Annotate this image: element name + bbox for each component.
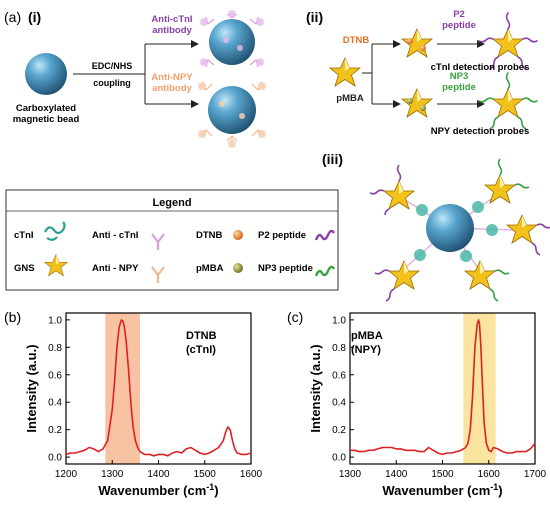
dtnb-label: DTNB [343,35,370,46]
np3-label-1: NP3 [450,71,468,82]
x-tick-label: 1300 [339,469,362,480]
anti-ctni-label-2: antibody [152,25,192,36]
y-tick-label: 1.0 [332,315,346,326]
anti-ctni-label-1: Anti-cTnI [151,14,192,25]
y-tick-label: 0.0 [332,453,346,464]
x-tick-label: 1700 [524,469,547,480]
legend-label-anti-npy: Anti - NPY [92,263,139,274]
panel-c-letter: (c) [287,309,303,325]
y-tick-label: 0.2 [332,425,346,436]
ctni-probe-label: cTnI detection probes [431,62,530,73]
x-axis-label: Wavenumber (cm-1) [382,482,502,498]
pmba-label: pMBA [336,93,364,104]
x-tick-label: 1500 [194,469,217,480]
npy-probe-label: NPY detection probes [431,126,530,137]
y-tick-label: 0.4 [48,398,62,409]
legend-label-gns: GNS [14,263,35,274]
panel-c-label-1: pMBA [351,330,383,342]
y-tick-label: 0.2 [48,425,62,436]
legend-title: Legend [152,197,191,209]
y-tick-label: 0.6 [48,370,62,381]
reaction-bottom-label: coupling [93,78,131,88]
y-tick-label: 0.8 [48,343,62,354]
npy-probe [478,72,538,130]
x-tick-label: 1500 [431,469,454,480]
anti-ctni-bead [200,10,264,68]
p2-peptide-icon [314,229,336,241]
panel-a-letter: (a) [4,9,21,25]
spectrum-line [65,319,252,457]
y-axis-label: Intensity (a.u.) [24,344,39,432]
highlight-band [105,313,140,464]
x-tick-label: 1400 [385,469,408,480]
gns-star [329,57,361,87]
ctni-probe [478,12,538,70]
pmba-gns [401,88,433,118]
p2-label-2: peptide [442,20,476,31]
panel-b-label-1: DTNB [186,330,217,342]
anti-npy-label-2: antibody [152,83,192,94]
anti-npy-icon [151,266,165,283]
x-axis-label: Wavenumber (cm-1) [98,482,218,498]
x-tick-label: 1400 [147,469,170,480]
np3-peptide-icon [314,265,336,277]
spectrum-line [350,319,536,456]
legend-items: cTnI Anti - cTnI DTNB P2 peptide GNS Ant… [14,221,336,283]
legend-label-p2: P2 peptide [258,230,306,241]
reaction-top-label: EDC/NHS [92,61,133,71]
panel-a-iii-label: (iii) [322,151,343,167]
anti-npy-bead [198,82,266,148]
x-tick-label: 1600 [240,469,263,480]
panel-c-label-2: (NPY) [351,344,381,356]
bead-label-line1: Carboxylated [16,103,76,114]
dtnb-icon [233,230,243,240]
legend-label-np3: NP3 peptide [258,263,313,274]
np3-label-2: peptide [442,82,476,93]
x-tick-label: 1600 [478,469,501,480]
anti-ctni-icon [151,233,165,250]
bead-label-line2: magnetic bead [13,114,80,125]
sandwich-complex [369,158,550,302]
magnetic-bead [25,53,67,95]
chart-b: 1200 1300 1400 1500 1600 0.0 0.2 0.4 0.6 0.8 1.0 Wa… [24,312,263,498]
panel-b-label-2: (cTnI) [186,344,216,356]
y-tick-label: 0.6 [332,370,346,381]
legend-label-ctni: cTnI [14,230,34,241]
anti-npy-label-1: Anti-NPY [151,72,193,83]
panel-a-i-label: (i) [28,9,41,25]
panel-a-ii-label: (ii) [306,9,323,25]
y-axis-label: Intensity (a.u.) [308,344,323,432]
p2-label-1: P2 [453,9,465,20]
y-tick-label: 1.0 [48,315,62,326]
dtnb-gns [401,28,433,58]
legend-label-pmba: pMBA [196,263,224,274]
ctni-protein-icon [44,221,66,241]
chart-c: 1300 1400 1500 1600 1700 0.0 0.2 0.4 0.6 0.8 1.0 Wa… [308,312,547,498]
legend-label-dtnb: DTNB [196,230,223,241]
y-tick-label: 0.8 [332,343,346,354]
legend-label-anti-ctni: Anti - cTnI [92,230,138,241]
y-tick-label: 0.0 [48,453,62,464]
x-tick-label: 1200 [55,469,78,480]
panel-b-letter: (b) [4,309,21,325]
x-tick-label: 1300 [101,469,124,480]
y-tick-label: 0.4 [332,398,346,409]
pmba-icon [233,263,243,273]
